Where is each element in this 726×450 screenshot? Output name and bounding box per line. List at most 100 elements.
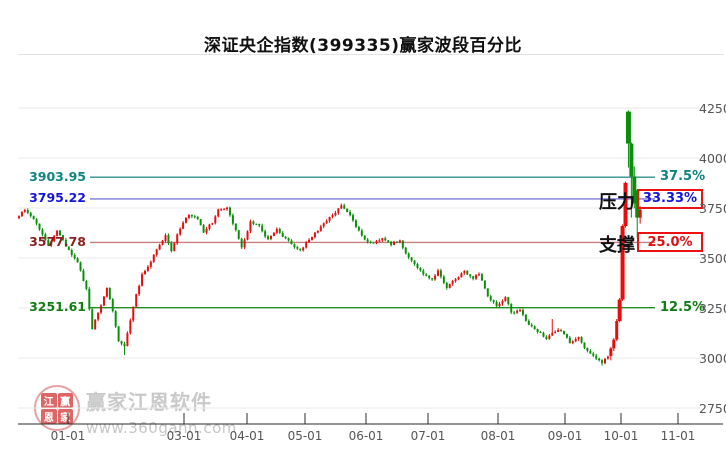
candle [425,273,428,277]
candle [152,254,155,263]
candle [483,280,486,290]
candle [64,238,67,248]
candle [132,306,135,323]
candle [126,331,129,347]
candle [346,208,349,213]
candle [463,270,466,275]
chart-title: 深证央企指数(399335)赢家波段百分比 [203,36,522,56]
candle [623,181,628,228]
candle [56,230,59,237]
candle [545,335,548,341]
candle [167,233,170,246]
candle [478,272,481,277]
candle [612,338,616,351]
candle [308,238,311,243]
candle [448,283,451,289]
candle [510,303,513,315]
candle [185,217,188,224]
candle [290,239,293,245]
watermark-brand: 赢家江恩软件 [86,390,212,414]
candle [557,328,560,333]
candle [287,237,290,242]
candle [451,279,454,286]
candle [102,296,105,307]
candle [173,241,176,252]
candle [554,330,557,334]
candle [360,228,363,237]
candle [322,222,325,229]
candle [146,265,149,272]
candle [223,208,226,211]
candle [445,281,448,290]
candle [187,214,190,219]
candle [284,235,287,240]
candle [35,217,38,226]
candle [311,236,313,241]
candle [243,238,246,250]
candle [606,355,609,360]
candle [413,260,416,266]
candle [542,331,545,338]
candle [117,325,120,342]
candle [583,342,586,350]
candle [293,243,296,249]
candle [495,300,498,309]
candle [357,225,360,232]
candle [220,208,223,211]
level-lines [90,176,655,309]
candle [305,240,308,249]
candle [331,213,334,219]
candle [44,232,47,241]
candle [422,268,425,276]
candle [580,336,583,344]
candle [530,322,533,328]
candle [240,237,243,250]
candle [416,262,419,270]
candle [516,309,519,314]
candle [378,238,381,243]
candle [551,319,554,336]
candle [480,272,483,281]
candle [632,166,637,209]
candle [29,211,32,218]
candle [202,223,205,233]
candle [234,223,237,232]
candle [524,314,527,322]
candle [275,227,278,235]
candle [94,319,97,330]
title-separator [18,54,724,55]
candle [23,208,26,213]
candle [436,268,439,277]
candle [536,328,539,334]
candle [393,240,396,246]
candle [334,210,337,217]
candle [217,208,220,218]
candle [533,325,536,330]
candle [208,223,211,231]
candle [354,219,357,229]
candle [571,340,574,345]
candle [138,284,141,297]
candle [281,231,284,238]
candle [457,276,460,281]
candle [589,349,592,354]
candle [395,241,398,243]
candle [352,213,355,223]
candle [258,223,261,228]
candle [111,298,114,313]
candle [565,333,568,339]
candle [155,248,158,257]
candle [255,223,258,225]
candle [158,243,161,251]
watermark-logo-char: 家 [57,409,73,424]
candle [598,357,601,362]
candle [319,224,322,232]
candle [97,312,100,322]
candle [88,286,91,311]
candle [609,347,613,361]
candle [70,248,73,257]
candle [568,335,571,344]
candle [299,248,302,252]
